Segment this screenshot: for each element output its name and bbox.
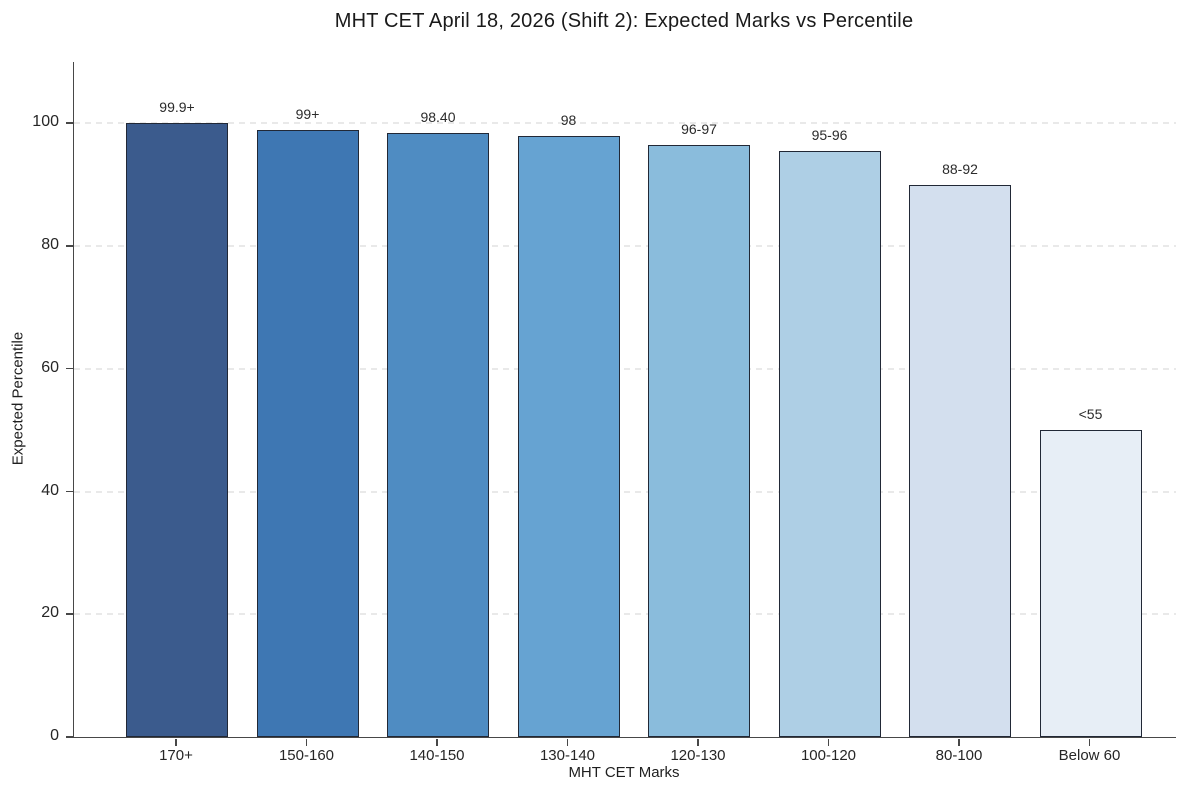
bar-value-label: 98 (560, 111, 577, 128)
bar-170+ (126, 123, 228, 737)
x-tick-mark (958, 739, 960, 746)
x-tick-mark (305, 739, 308, 746)
chart-title: MHT CET April 18, 2026 (Shift 2): Expect… (334, 10, 914, 32)
y-tick-label: 40 (41, 481, 59, 499)
x-axis-label: MHT CET Marks (568, 764, 680, 781)
bar-120-130 (648, 144, 750, 737)
x-tick-mark (175, 739, 177, 746)
y-axis-label: Expected Percentile (9, 331, 27, 466)
x-tick-label: 170+ (159, 747, 193, 764)
bar-140-150 (387, 133, 489, 737)
bar-value-label: <55 (1078, 406, 1103, 423)
x-tick-mark (566, 739, 569, 746)
y-tick-label: 20 (41, 604, 59, 622)
x-tick-label: 120-130 (670, 747, 726, 764)
plot-area: 99.9+ 99+ 98.40 98 96-97 95-96 88-92 <55 (73, 62, 1176, 738)
bar-100-120 (778, 150, 881, 737)
y-tick-mark (66, 245, 73, 247)
y-tick-label: 0 (50, 727, 59, 744)
x-tick-label: 80-100 (935, 747, 983, 764)
y-tick-mark (66, 122, 73, 124)
y-tick-label: 100 (32, 113, 59, 131)
gridline-y40 (74, 490, 1176, 493)
bar-150-160 (256, 129, 359, 737)
gridline-y20 (74, 613, 1176, 616)
x-tick-label: 100-120 (800, 747, 857, 764)
y-tick-mark (66, 367, 73, 370)
y-tick-mark (66, 490, 73, 493)
gridline-y60 (74, 367, 1176, 370)
bar-value-label: 88-92 (942, 160, 978, 177)
y-tick-mark (66, 736, 73, 738)
bar-value-label: 99+ (295, 105, 320, 122)
gridline-y80 (74, 245, 1176, 248)
y-tick-label: 60 (41, 358, 59, 376)
x-tick-mark (697, 739, 699, 746)
x-tick-label: 140-150 (409, 747, 465, 764)
bar-value-label: 96-97 (681, 120, 717, 137)
x-tick-mark (827, 739, 830, 746)
bar-130-140 (517, 135, 620, 737)
x-tick-label: 150-160 (278, 747, 335, 764)
x-tick-label: Below 60 (1058, 747, 1121, 764)
bar-value-label: 95-96 (811, 126, 848, 143)
bar-value-label: 98.40 (420, 109, 456, 126)
x-tick-mark (1088, 739, 1091, 746)
y-tick-label: 80 (41, 236, 59, 254)
bar-value-label: 99.9+ (159, 99, 195, 116)
y-tick-mark (66, 613, 73, 615)
gridline-y100 (74, 122, 1176, 125)
bar-Below 60 (1039, 430, 1142, 737)
x-tick-mark (436, 739, 438, 746)
x-tick-label: 130-140 (539, 747, 596, 764)
bar-80-100 (909, 184, 1011, 737)
